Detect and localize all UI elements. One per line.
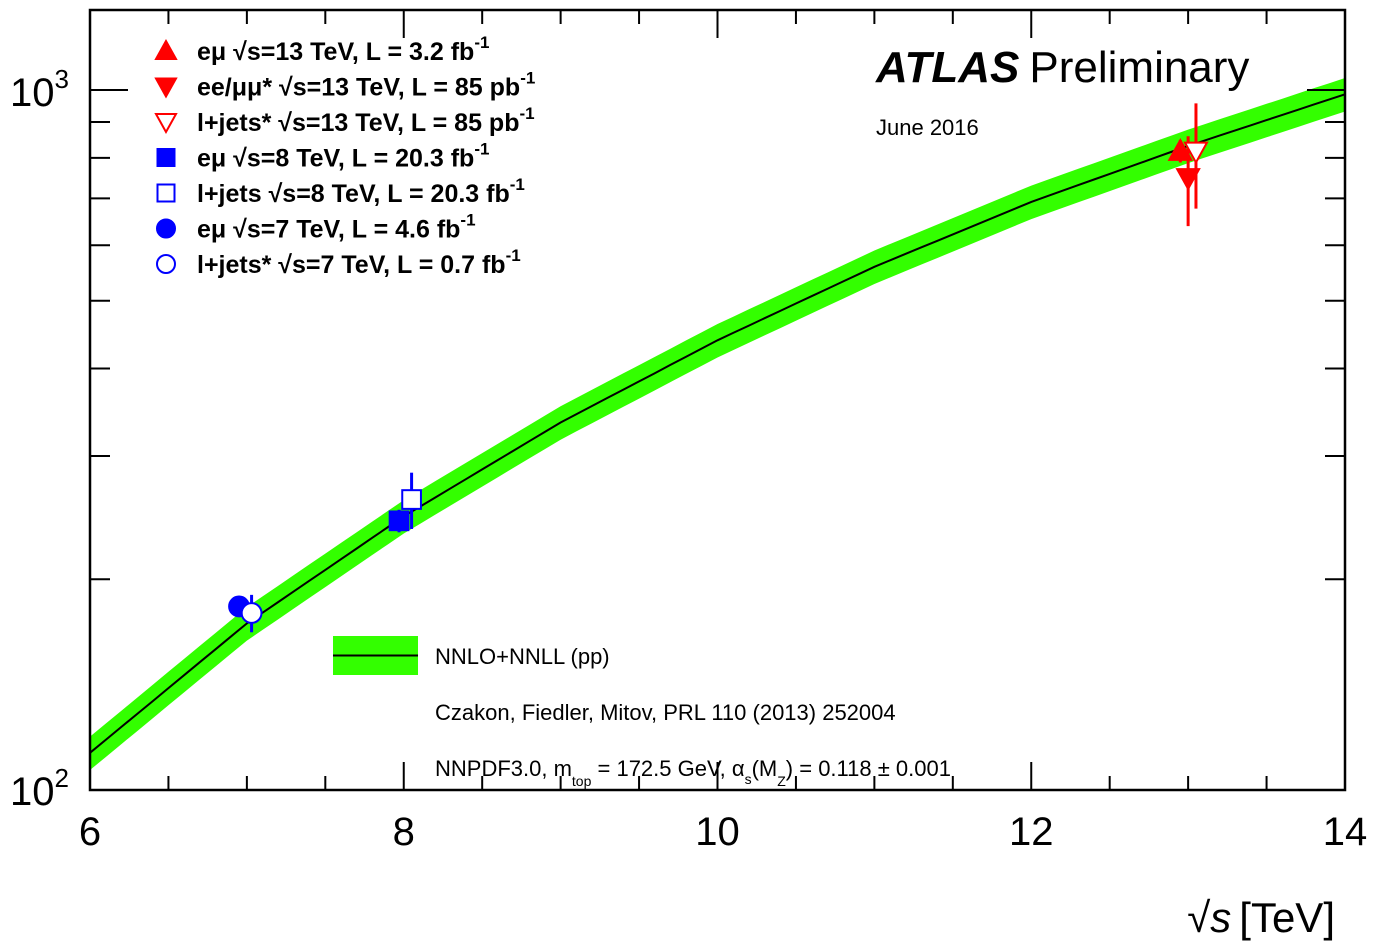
data-point bbox=[401, 489, 422, 510]
data-point bbox=[240, 602, 263, 624]
theory-reference: Czakon, Fiedler, Mitov, PRL 110 (2013) 2… bbox=[435, 700, 896, 725]
y-tick-label-1000: 103 bbox=[10, 64, 69, 115]
legend-label: eμ √s=13 TeV, L = 3.2 fb-1 bbox=[197, 33, 489, 66]
data-points bbox=[228, 103, 1209, 633]
legend-marker bbox=[156, 148, 176, 167]
theory-curve bbox=[89, 93, 1346, 754]
legend-marker bbox=[156, 254, 176, 274]
theory-legend-label: NNLO+NNLL (pp) bbox=[435, 644, 610, 669]
x-tick-label: 10 bbox=[695, 810, 740, 854]
date-note: June 2016 bbox=[876, 115, 979, 140]
theory-legend: NNLO+NNLL (pp) Czakon, Fiedler, Mitov, P… bbox=[333, 636, 951, 789]
legend-label: eμ √s=8 TeV, L = 20.3 fb-1 bbox=[197, 140, 489, 173]
data-point bbox=[1167, 138, 1193, 161]
data-point bbox=[1183, 141, 1209, 165]
legend-marker bbox=[154, 113, 178, 135]
y-tick-label-100: 102 bbox=[10, 763, 69, 814]
legend-marker bbox=[156, 218, 176, 239]
axis-ticks bbox=[89, 10, 1346, 791]
legend-label: l+jets* √s=13 TeV, L = 85 pb-1 bbox=[197, 104, 535, 137]
data-point bbox=[388, 510, 410, 532]
x-axis-label: √s [TeV] bbox=[1187, 894, 1335, 941]
theory-band bbox=[90, 78, 1345, 770]
legend-label: l+jets √s=8 TeV, L = 20.3 fb-1 bbox=[197, 175, 525, 208]
x-tick-label: 8 bbox=[393, 810, 415, 854]
legend-marker bbox=[154, 77, 178, 99]
y-tick-labels: 102 103 bbox=[10, 64, 69, 814]
legend-label: eμ √s=7 TeV, L = 4.6 fb-1 bbox=[197, 211, 476, 244]
atlas-label: ATLAS Preliminary bbox=[875, 43, 1249, 92]
x-tick-labels: 6 8 10 12 14 bbox=[79, 810, 1367, 854]
legend-marker bbox=[154, 38, 178, 60]
x-tick-label: 6 bbox=[79, 810, 101, 854]
data-point bbox=[1175, 168, 1201, 191]
x-tick-label: 12 bbox=[1009, 810, 1054, 854]
legend-label: l+jets* √s=7 TeV, L = 0.7 fb-1 bbox=[197, 246, 521, 279]
legend-label: ee/μμ* √s=13 TeV, L = 85 pb-1 bbox=[197, 69, 535, 102]
legend-marker bbox=[156, 183, 176, 203]
x-tick-label: 14 bbox=[1323, 810, 1368, 854]
legend: eμ √s=13 TeV, L = 3.2 fb-1ee/μμ* √s=13 T… bbox=[154, 33, 535, 279]
theory-pdf-note: NNPDF3.0, mtop = 172.5 GeV, αs(MZ) = 0.1… bbox=[435, 756, 951, 789]
